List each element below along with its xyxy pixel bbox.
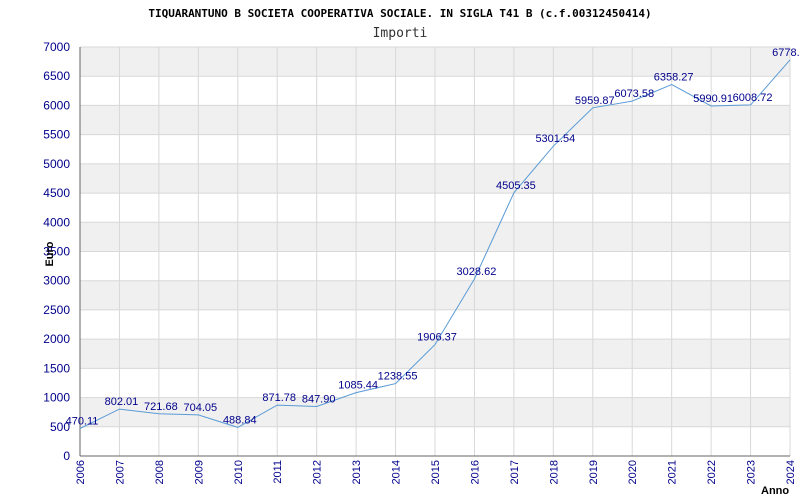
data-label: 488.84 [223, 414, 257, 426]
y-tick-label: 3000 [43, 274, 70, 288]
x-tick-label: 2007 [114, 460, 126, 484]
data-label: 5301.54 [535, 133, 575, 145]
data-labels: 470.11 802.01 721.68 704.05 488.84 871.78 847.… [66, 47, 800, 428]
x-axis-label: Anno [761, 485, 789, 497]
chart-title: TIQUARANTUNO B SOCIETA COOPERATIVA SOCIA… [148, 7, 651, 20]
y-tick-label: 4500 [43, 186, 70, 200]
y-tick-label: 5000 [43, 157, 70, 171]
x-tick-label: 2022 [706, 460, 718, 484]
y-tick-label: 2500 [43, 303, 70, 317]
y-tick-label: 7000 [43, 40, 70, 54]
data-label: 6073.58 [614, 88, 654, 100]
x-tick-label: 2021 [667, 460, 679, 484]
data-label: 871.78 [262, 392, 296, 404]
x-tick-label: 2006 [75, 460, 87, 484]
x-tick-label: 2020 [627, 460, 639, 484]
data-label: 1906.37 [417, 332, 457, 344]
x-tick-label: 2011 [272, 460, 284, 484]
x-tick-label: 2015 [430, 460, 442, 484]
data-label: 5959.87 [575, 95, 615, 107]
y-tick-label: 3500 [43, 245, 70, 259]
x-tick-label: 2019 [588, 460, 600, 484]
x-tick-label: 2014 [391, 460, 403, 484]
x-tick-label: 2010 [233, 460, 245, 484]
data-label: 470.11 [66, 416, 99, 428]
data-label: 1085.44 [338, 380, 378, 392]
x-tick-label: 2009 [193, 460, 205, 484]
axes [79, 47, 790, 457]
data-label: 4505.35 [496, 180, 536, 192]
x-tick-label: 2023 [746, 460, 758, 484]
x-tick-label: 2018 [548, 460, 560, 484]
y-tick-label: 4000 [43, 215, 70, 229]
data-label: 847.90 [302, 393, 336, 405]
y-tick-label: 6000 [43, 98, 70, 112]
y-axis-ticks: 0 500 1000 1500 2000 2500 3000 3500 4000 4500 5000… [43, 40, 70, 463]
x-axis-ticks: 2006 2007 2008 2009 2010 2011 2012 2013 2014 2015… [75, 460, 797, 484]
x-tick-label: 2013 [351, 460, 363, 484]
data-label: 5990.91 [693, 93, 733, 105]
data-label: 721.68 [144, 401, 178, 413]
y-tick-label: 1500 [43, 361, 70, 375]
y-tick-label: 1000 [43, 391, 70, 405]
x-tick-label: 2017 [509, 460, 521, 484]
y-tick-label: 0 [63, 449, 70, 463]
y-axis-label: Euro [44, 241, 56, 266]
x-tick-label: 2024 [785, 460, 797, 484]
data-label: 6778.81 [772, 47, 800, 59]
x-tick-label: 2012 [312, 460, 324, 484]
data-label: 6358.27 [654, 71, 694, 83]
y-tick-label: 6500 [43, 69, 70, 83]
chart-subtitle: Importi [373, 26, 428, 41]
y-tick-label: 5500 [43, 128, 70, 142]
data-label: 1238.55 [378, 371, 418, 383]
data-label: 6008.72 [733, 92, 773, 104]
data-label: 802.01 [105, 396, 139, 408]
y-tick-label: 500 [50, 420, 70, 434]
x-tick-label: 2008 [154, 460, 166, 484]
data-label: 3028.62 [457, 266, 497, 278]
data-label: 704.05 [184, 402, 218, 414]
series-line [79, 59, 791, 429]
y-tick-label: 2000 [43, 332, 70, 346]
x-tick-label: 2016 [469, 460, 481, 484]
